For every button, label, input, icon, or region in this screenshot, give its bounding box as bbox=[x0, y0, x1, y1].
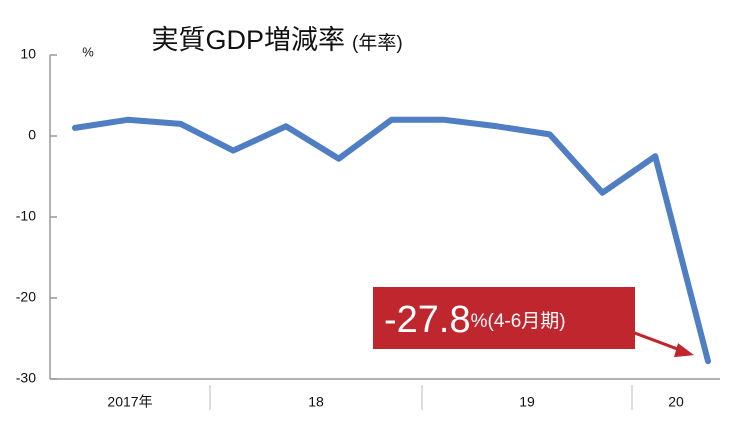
x-tick-label: 20 bbox=[668, 394, 684, 410]
annotation-box bbox=[373, 287, 635, 349]
y-tick-label: -30 bbox=[16, 370, 36, 386]
y-tick-label: -10 bbox=[16, 208, 36, 224]
x-tick-label: 19 bbox=[519, 394, 535, 410]
chart-title: 実質GDP増減率 bbox=[151, 25, 345, 55]
annotation-arrowhead bbox=[674, 343, 694, 358]
y-tick-label: -20 bbox=[16, 289, 36, 305]
x-tick-label: 2017年 bbox=[107, 394, 152, 410]
annotation-suffix: %(4-6月期) bbox=[471, 310, 566, 332]
y-unit: % bbox=[82, 44, 94, 59]
annotation-value: -27.8 bbox=[384, 299, 471, 341]
x-tick-label: 18 bbox=[308, 394, 324, 410]
annotation: -27.8%(4-6月期) bbox=[384, 299, 566, 341]
y-tick-label: 10 bbox=[20, 46, 36, 62]
chart-subtitle: (年率) bbox=[352, 32, 403, 54]
data-line bbox=[72, 116, 711, 365]
y-tick-label: 0 bbox=[28, 127, 36, 143]
